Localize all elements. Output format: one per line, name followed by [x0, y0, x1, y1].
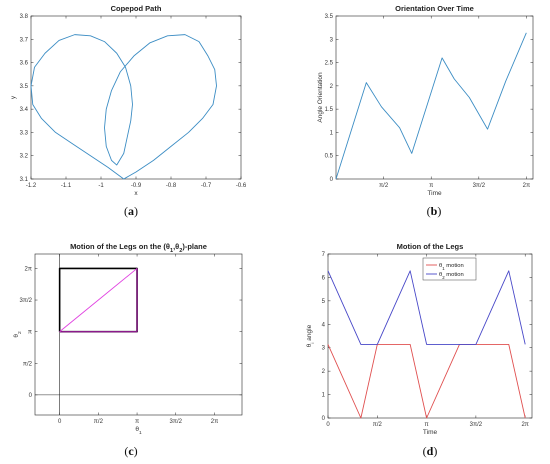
y-tick-label: 0 — [330, 177, 334, 183]
panel-caption: (c) — [124, 444, 137, 458]
series-line-path-diagonal — [59, 268, 138, 332]
y-tick-label: 1.5 — [325, 107, 334, 113]
y-tick-label: 3.4 — [20, 107, 29, 113]
plot-frame — [30, 15, 242, 180]
series-line-θ — [327, 270, 526, 345]
chart-title: Copepod Path — [111, 4, 162, 13]
x-tick-label: -1 — [98, 183, 104, 189]
x-tick-label: π — [425, 422, 429, 428]
legend-label: θ2 motion — [439, 272, 464, 280]
y-tick-label: 6 — [322, 275, 326, 281]
panel-caption: (a) — [124, 204, 138, 218]
x-tick-label: π — [135, 419, 139, 425]
y-tick-label: π — [28, 330, 32, 336]
y-tick-label: 0 — [322, 416, 326, 422]
x-axis-label: θ1 — [135, 426, 142, 436]
panel-caption: (b) — [427, 204, 442, 218]
y-tick-label: 3.1 — [20, 177, 29, 183]
y-axis-label: θi angle — [306, 324, 316, 347]
y-axis-label: y — [10, 95, 17, 99]
x-tick-label: 3π/2 — [473, 183, 486, 189]
x-tick-label: 2π — [521, 422, 528, 428]
y-tick-label: 2 — [330, 84, 334, 90]
y-tick-label: 3 — [330, 37, 334, 43]
legend-box — [422, 257, 477, 281]
plot-frame — [335, 15, 534, 180]
x-tick-label: 0 — [58, 419, 62, 425]
x-tick-label: -0.6 — [236, 183, 247, 189]
plot-frame — [327, 253, 533, 419]
y-tick-label: 3.6 — [20, 61, 29, 67]
y-tick-label: 2π — [25, 266, 32, 272]
y-tick-label: 3π/2 — [20, 298, 33, 304]
chart-d: 0 π/2 π 3π/2 2π 0 1 2 3 4 5 6 7 Motion of the Legs Tim… — [306, 242, 533, 458]
y-tick-label: 5 — [322, 299, 326, 305]
series-line-0 — [30, 34, 217, 180]
y-tick-label: 4 — [322, 322, 326, 328]
y-tick-label: 3.8 — [20, 14, 29, 20]
y-tick-label: 1 — [322, 393, 326, 399]
y-tick-label: 2 — [322, 369, 326, 375]
x-tick-label: π — [429, 183, 433, 189]
x-tick-label: 2π — [211, 419, 218, 425]
x-tick-label: π/2 — [379, 183, 389, 189]
x-tick-label: -1.2 — [26, 183, 37, 189]
x-tick-label: -0.8 — [166, 183, 177, 189]
y-tick-label: 3.5 — [20, 84, 29, 90]
x-tick-label: -1.1 — [61, 183, 72, 189]
x-tick-label: π/2 — [94, 419, 104, 425]
chart-title: Motion of the Legs — [397, 242, 464, 251]
y-tick-label: 2.5 — [325, 61, 334, 67]
x-tick-label: 3π/2 — [470, 422, 483, 428]
x-axis-label: Time — [427, 190, 442, 197]
x-axis-label: x — [134, 190, 138, 197]
x-tick-label: -0.9 — [131, 183, 142, 189]
series-line-0 — [335, 32, 527, 180]
chart-title: Orientation Over Time — [395, 4, 474, 13]
y-tick-label: 0.5 — [325, 154, 334, 160]
panel-caption: (d) — [423, 444, 438, 458]
chart-c: 0 π/2 π 3π/2 2π 0 π/2 π 3π/2 2π Motion of the Legs… — [13, 242, 243, 458]
x-tick-label: 0 — [326, 422, 330, 428]
y-tick-label: 7 — [322, 252, 326, 258]
y-tick-label: 3.5 — [325, 14, 334, 20]
y-tick-label: 3.3 — [20, 130, 29, 136]
series-line-θ — [327, 343, 526, 419]
x-axis-label: Time — [423, 429, 438, 436]
legend-label: θ1 motion — [439, 263, 464, 271]
chart-b: π/2 π 3π/2 2π 0 0.5 1 1.5 2 2.5 3 3.5 Orientation Ov… — [317, 4, 534, 218]
y-tick-label: 0 — [29, 393, 33, 399]
y-tick-label: 1 — [330, 130, 334, 136]
chart-a: -1.2 -1.1 -1 -0.9 -0.8 -0.7 -0.6 3.1 3.2 3.3 3.4 3.… — [10, 4, 247, 218]
x-tick-label: -0.7 — [201, 183, 212, 189]
chart-title: Motion of the Legs on the (θ1,θ2)-plane — [70, 242, 207, 254]
x-tick-label: π/2 — [373, 422, 383, 428]
y-tick-label: 3 — [322, 346, 326, 352]
y-tick-label: π/2 — [23, 361, 33, 367]
y-tick-label: 3.2 — [20, 154, 29, 160]
x-tick-label: 3π/2 — [170, 419, 183, 425]
y-tick-label: 3.7 — [20, 37, 29, 43]
plot-frame — [34, 253, 243, 416]
y-axis-label: Angle Orientation — [317, 72, 324, 123]
y-axis-label: θ2 — [13, 331, 23, 338]
x-tick-label: 2π — [523, 183, 530, 189]
